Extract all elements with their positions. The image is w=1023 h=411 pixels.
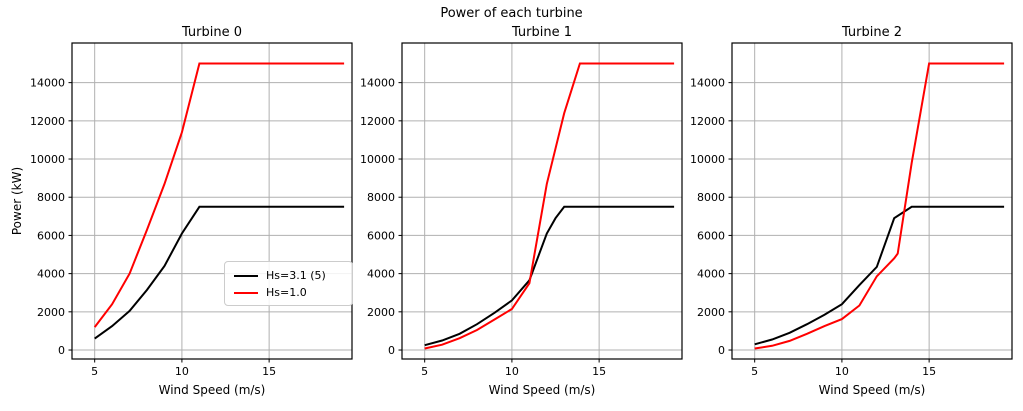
y-tick-label: 12000 xyxy=(690,115,725,128)
y-tick-label: 4000 xyxy=(697,268,725,281)
x-axis-label: Wind Speed (m/s) xyxy=(818,383,926,397)
series-line-hs10 xyxy=(93,62,345,328)
series-line-hs31 xyxy=(424,205,675,347)
x-tick-label: 15 xyxy=(922,365,936,378)
y-tick-label: 14000 xyxy=(30,77,65,90)
y-tick-label: 0 xyxy=(58,344,65,357)
x-axis-label: Wind Speed (m/s) xyxy=(158,383,266,397)
plot-canvas-turbine-1: 5 10 15 0 2000 4000 6000 8000 10000 12000 14000 xyxy=(360,42,683,378)
y-tick-label: 8000 xyxy=(37,191,65,204)
legend-entry-hs31: Hs=3.1 (5) xyxy=(234,268,344,284)
axes-spines xyxy=(71,42,353,360)
x-tick-label: 5 xyxy=(91,365,98,378)
series-line-hs31 xyxy=(754,205,1005,346)
grid-lines xyxy=(72,43,352,359)
y-tick-label: 2000 xyxy=(697,306,725,319)
axes-spines xyxy=(731,42,1013,360)
plot-canvas-turbine-2: 5 10 15 0 2000 4000 6000 8000 10000 12000 14000 xyxy=(690,42,1013,378)
axes-spines xyxy=(401,42,683,360)
y-tick-label: 4000 xyxy=(367,268,395,281)
legend-label: Hs=3.1 (5) xyxy=(266,269,326,282)
x-tick-label: 10 xyxy=(175,365,189,378)
x-tick-label: 15 xyxy=(592,365,606,378)
x-tick-label: 5 xyxy=(751,365,758,378)
y-tick-label: 4000 xyxy=(37,268,65,281)
legend: Hs=3.1 (5) Hs=1.0 xyxy=(224,261,353,306)
y-tick-label: 8000 xyxy=(367,191,395,204)
legend-entry-hs10: Hs=1.0 xyxy=(234,285,344,301)
grid-lines xyxy=(402,43,682,359)
y-tick-label: 12000 xyxy=(30,115,65,128)
y-tick-label: 6000 xyxy=(37,229,65,242)
x-tick-label: 10 xyxy=(835,365,849,378)
y-tick-label: 10000 xyxy=(690,153,725,166)
y-axis-label: Power (kW) xyxy=(10,166,24,236)
y-tick-label: 0 xyxy=(388,344,395,357)
subplot-turbine-2: Turbine 2 5 10 15 0 2000 4000 6000 8000 10000 120… xyxy=(690,0,1013,411)
y-tick-label: 0 xyxy=(718,344,725,357)
x-tick-label: 5 xyxy=(421,365,428,378)
red-line-swatch-icon xyxy=(234,291,258,294)
subplot-turbine-1: Turbine 1 5 10 15 0 2000 4000 6000 8000 10000 120… xyxy=(360,0,683,411)
y-tick-label: 10000 xyxy=(360,153,395,166)
x-tick-label: 15 xyxy=(262,365,276,378)
y-tick-label: 10000 xyxy=(30,153,65,166)
y-tick-label: 6000 xyxy=(697,229,725,242)
grid-lines xyxy=(732,43,1012,359)
y-tick-label: 12000 xyxy=(360,115,395,128)
y-tick-label: 2000 xyxy=(367,306,395,319)
legend-label: Hs=1.0 xyxy=(266,286,307,299)
y-tick-label: 14000 xyxy=(690,77,725,90)
subplot-title: Turbine 2 xyxy=(841,25,903,40)
series-line-hs31 xyxy=(94,205,345,340)
y-tick-label: 2000 xyxy=(37,306,65,319)
x-tick-label: 10 xyxy=(505,365,519,378)
series-line-hs10 xyxy=(754,62,1005,350)
subplot-turbine-0: Turbine 0 5 10 15 0 2000 4000 6000 8000 10000 120… xyxy=(10,0,353,411)
subplot-title: Turbine 1 xyxy=(511,25,573,40)
tick-marks xyxy=(728,82,930,363)
tick-labels: 5 10 15 0 2000 4000 6000 8000 10000 12000 14000 xyxy=(690,77,936,378)
y-tick-label: 8000 xyxy=(697,191,725,204)
subplot-title: Turbine 0 xyxy=(181,25,243,40)
tick-labels: 5 10 15 0 2000 4000 6000 8000 10000 12000 14000 xyxy=(30,77,276,378)
figure-title: Power of each turbine xyxy=(440,6,583,21)
plot-canvas-turbine-0: 5 10 15 0 2000 4000 6000 8000 10000 12000 14000 xyxy=(30,42,353,378)
x-axis-label: Wind Speed (m/s) xyxy=(488,383,596,397)
series-line-hs10 xyxy=(424,62,675,350)
tick-labels: 5 10 15 0 2000 4000 6000 8000 10000 12000 14000 xyxy=(360,77,606,378)
y-tick-label: 6000 xyxy=(367,229,395,242)
y-tick-label: 14000 xyxy=(360,77,395,90)
black-line-swatch-icon xyxy=(234,274,258,277)
tick-marks xyxy=(398,82,600,363)
tick-marks xyxy=(68,82,270,363)
